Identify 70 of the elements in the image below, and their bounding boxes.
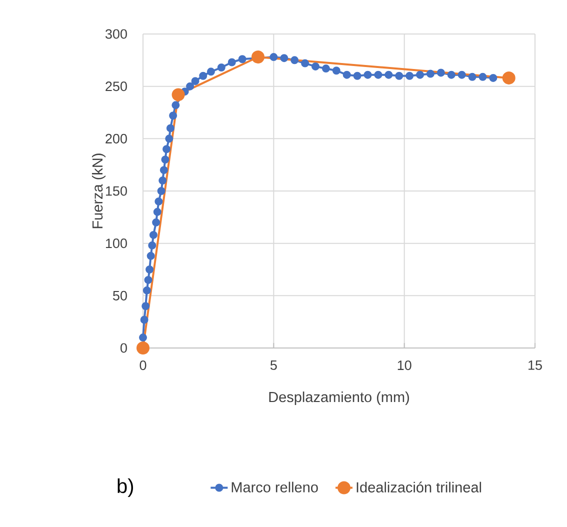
point [270,53,278,62]
point [165,134,174,143]
y-tick-label: 50 [113,290,127,300]
point [228,58,236,66]
point [458,70,466,79]
point [153,208,162,216]
point [280,54,288,62]
point [146,266,154,274]
point [217,63,226,72]
y-tick-label: 200 [106,134,127,144]
legend-label: Marco relleno [232,482,318,492]
point [406,72,414,80]
point [478,72,487,81]
y-tick-label: 300 [105,29,127,39]
point [332,66,340,75]
point [160,166,168,174]
point [416,70,424,79]
point [186,82,194,90]
point [322,64,330,73]
text: b) [118,478,134,498]
point [199,72,208,80]
point [447,70,456,79]
point [426,70,434,78]
y-axis-title: Fuerza (kN) [92,154,106,228]
x-axis-title: Desplazamiento (mm) [269,392,409,406]
point [142,286,151,294]
point [154,197,163,206]
point [140,316,148,324]
y-tick-label: 0 [120,343,127,353]
legend-label: Idealización trilineal [356,482,482,492]
x-tick-label: 5 [270,360,277,370]
point [436,68,445,77]
point [251,50,264,64]
point [172,101,180,110]
y-tick-label: 250 [106,82,127,92]
point [162,145,171,154]
point [502,71,516,84]
point [395,72,404,80]
point [146,252,155,260]
point [301,59,310,68]
point [157,187,166,195]
point [191,77,200,86]
x-tick-label: 0 [140,360,146,370]
point [158,176,167,185]
x-tick-label: 15 [528,360,542,370]
point [364,70,372,79]
point [468,72,476,81]
point [149,230,158,239]
point [148,241,156,250]
point [169,112,178,120]
point [139,334,147,342]
y-tick-label: 100 [106,238,127,248]
point [311,62,320,70]
point [489,74,498,82]
y-tick-label: 150 [106,186,127,196]
point [144,276,152,284]
point [374,70,382,79]
point [161,156,170,164]
point [166,124,174,132]
point [238,55,246,64]
point [384,70,393,79]
point [290,56,299,64]
point [172,88,185,102]
point [206,68,215,76]
point [353,72,362,80]
point [136,342,150,354]
x-tick-label: 10 [398,360,412,370]
point [142,302,150,310]
point [342,70,351,79]
point [152,218,160,226]
